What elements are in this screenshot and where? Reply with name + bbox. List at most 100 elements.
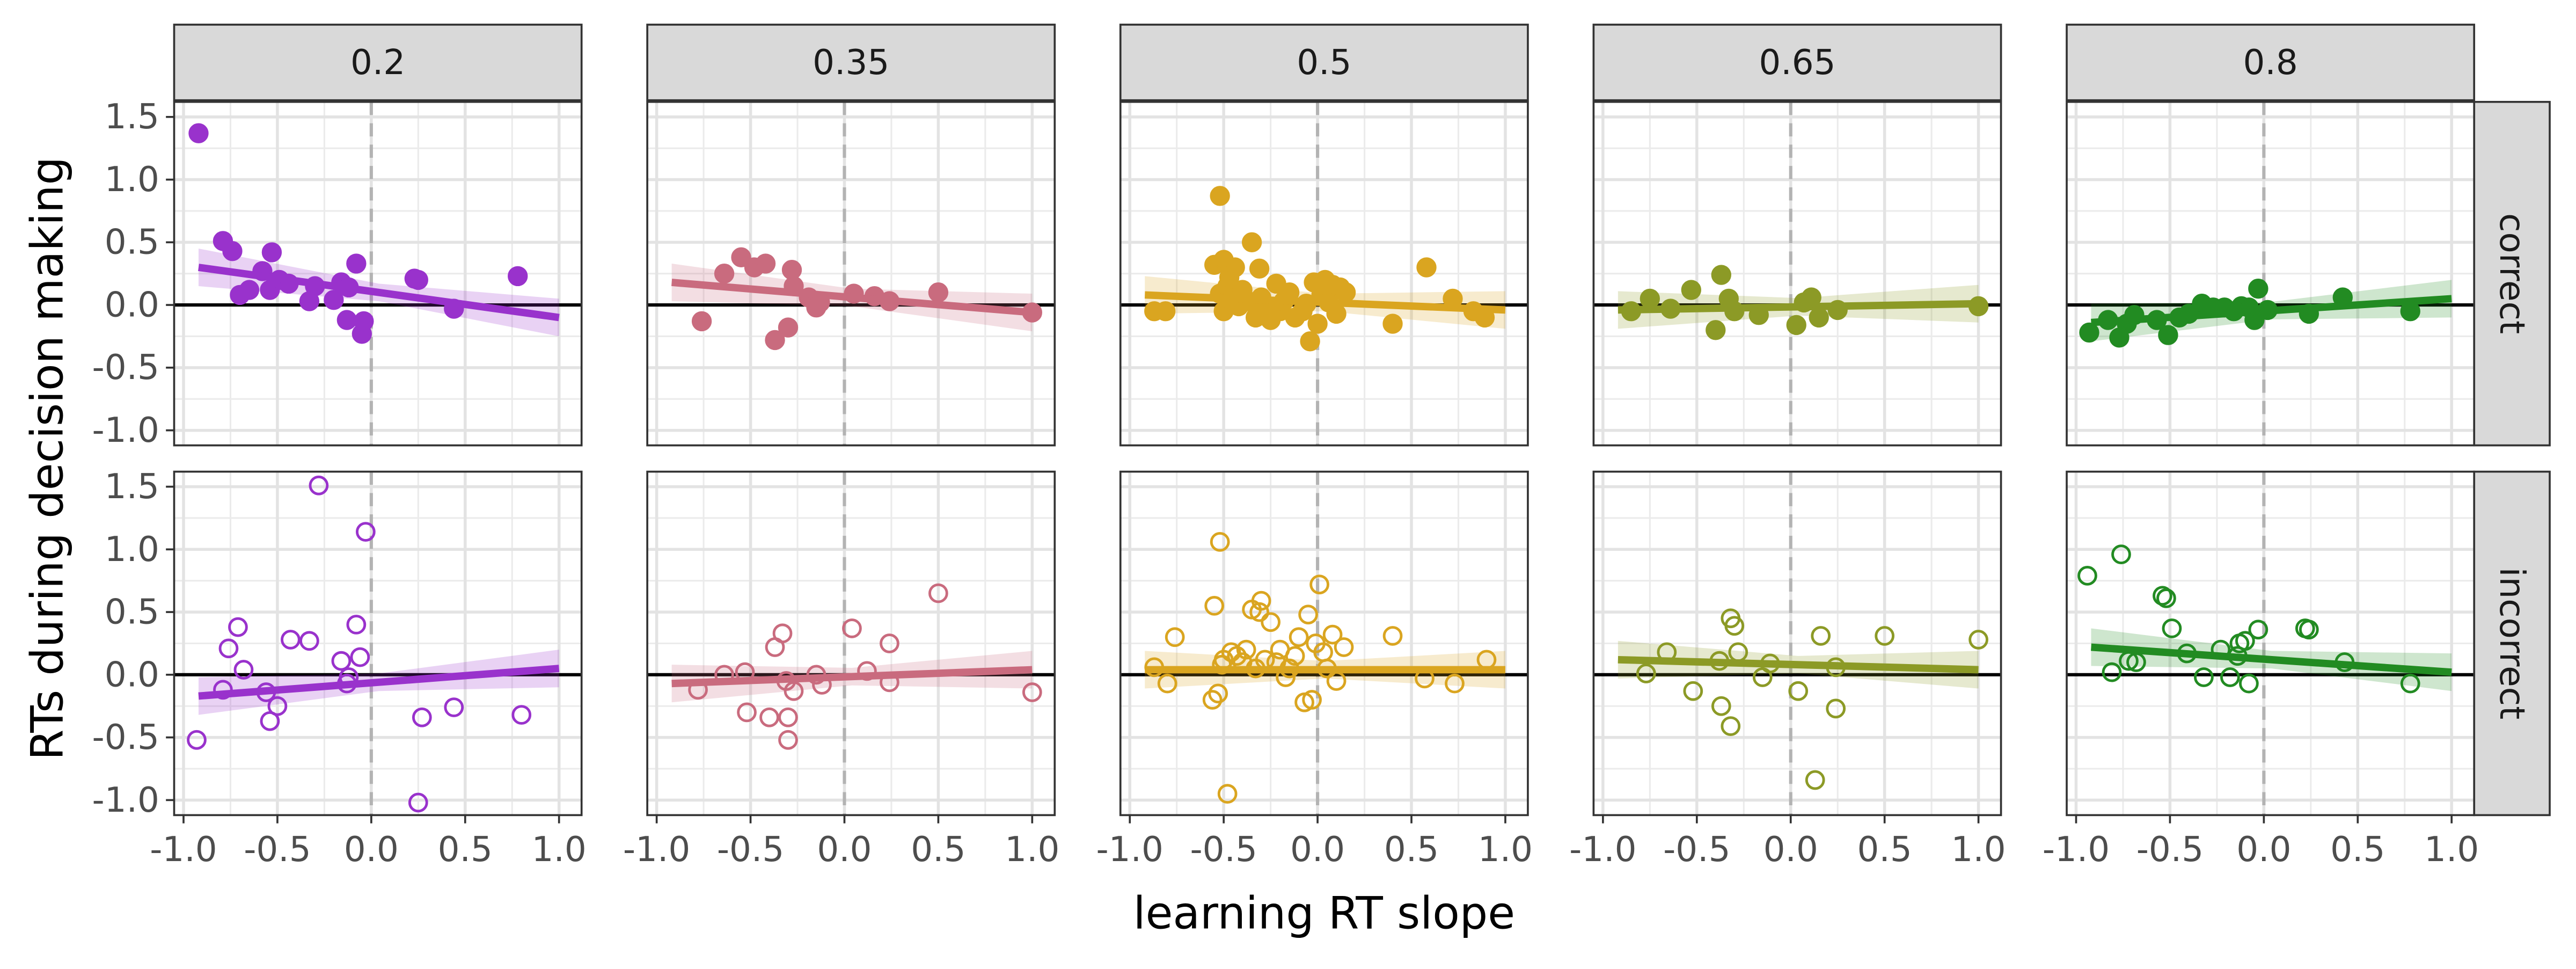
data-point — [412, 707, 432, 727]
facet-strip-label: 0.8 — [2243, 42, 2298, 83]
x-tick-label: 0.5 — [2330, 829, 2385, 870]
data-point — [928, 583, 948, 603]
data-point — [1309, 574, 1329, 595]
data-point — [1249, 602, 1270, 622]
data-point — [267, 696, 288, 716]
fit-line — [671, 666, 1033, 688]
data-point — [444, 697, 464, 717]
panel-border — [2066, 470, 2476, 817]
data-point — [778, 317, 799, 338]
panel-content — [1593, 471, 2001, 815]
data-point — [1636, 664, 1656, 683]
facet-row-strip-correct: correct — [2473, 100, 2551, 447]
data-point — [2153, 586, 2172, 606]
x-tick-label: 1.0 — [1478, 829, 1533, 870]
x-tick-label: 0.5 — [438, 829, 493, 870]
data-point — [1241, 232, 1262, 252]
x-axis-title: learning RT slope — [1133, 888, 1515, 939]
facet-strip-label: 0.2 — [350, 42, 405, 83]
fit-line — [198, 665, 560, 700]
panel-content — [2067, 101, 2475, 446]
panel-grid — [1593, 101, 2001, 446]
data-point — [1711, 696, 1731, 716]
data-point — [1261, 612, 1281, 632]
panel-border — [2066, 100, 2476, 447]
facet-strip-box — [1119, 24, 1529, 101]
data-point — [2400, 673, 2420, 694]
data-point — [2299, 620, 2319, 640]
data-point — [2077, 566, 2097, 586]
data-point — [1022, 682, 1042, 702]
panel-0.2-incorrect: -1.0 -0.5 0.0 0.5 1.0 -1.0 -0.5 0.0 0.5 1.0 1.5 — [92, 467, 587, 870]
data-point — [2102, 662, 2122, 682]
data-point — [2158, 325, 2178, 345]
data-point — [1875, 626, 1895, 646]
facet-strip-box — [1592, 24, 2002, 101]
data-point — [1826, 698, 1846, 719]
panel-border — [173, 100, 583, 447]
data-point — [1289, 627, 1309, 647]
fit-line — [198, 264, 560, 322]
panel-border — [1119, 100, 1529, 447]
panel-content — [1120, 101, 1528, 446]
data-point — [1382, 314, 1403, 334]
x-tick-label: -0.5 — [1663, 829, 1730, 870]
data-point — [260, 711, 280, 731]
data-point — [1202, 690, 1223, 710]
data-point — [309, 475, 329, 496]
data-point — [1805, 770, 1825, 790]
panel-grid — [174, 471, 582, 815]
data-point — [1326, 303, 1346, 324]
data-point — [778, 707, 798, 727]
data-point — [2248, 279, 2268, 299]
data-point — [772, 623, 793, 644]
data-point — [355, 522, 376, 542]
data-point — [233, 660, 254, 680]
y-tick-label: -0.5 — [92, 717, 159, 757]
data-point — [842, 618, 862, 638]
y-axis-title: RTs during decision making — [21, 157, 73, 760]
x-tick-label: -1.0 — [150, 829, 217, 870]
data-point — [2220, 667, 2240, 687]
panel-content — [2067, 471, 2475, 815]
data-point — [1640, 288, 1660, 309]
panel-grid — [1120, 471, 1528, 815]
data-point — [1724, 616, 1745, 636]
data-point — [1210, 186, 1230, 206]
x-tick-label: 1.0 — [2424, 829, 2479, 870]
data-point — [1335, 282, 1356, 303]
panel-content — [174, 101, 582, 446]
x-tick-label: 0.5 — [1384, 829, 1439, 870]
data-point — [1307, 314, 1328, 334]
data-point — [1809, 307, 1829, 328]
x-tick-label: 1.0 — [1005, 829, 1059, 870]
data-point — [1382, 626, 1403, 646]
panel-content — [647, 101, 1055, 446]
y-tick-label: 1.0 — [105, 529, 159, 570]
facet-strip-label: 0.35 — [813, 42, 889, 83]
data-point — [778, 730, 798, 750]
data-point — [714, 264, 735, 284]
data-point — [239, 280, 260, 300]
facet-strip-box — [173, 24, 583, 101]
data-point — [755, 253, 776, 274]
x-tick-label: 0.5 — [1857, 829, 1912, 870]
data-point — [2194, 667, 2214, 687]
data-point — [511, 705, 532, 725]
data-point — [2162, 618, 2182, 638]
data-point — [331, 651, 352, 671]
panel-border — [646, 100, 1056, 447]
facet-strip-0.5: 0.5 — [1119, 24, 1529, 101]
y-tick-label: 0.5 — [105, 592, 159, 632]
x-tick-label: -1.0 — [1569, 829, 1636, 870]
y-tick-label: -1.0 — [92, 410, 159, 450]
chart-canvas: 0.2 0.35 0.5 0.65 0.8 correct incorrect -1.0 -0.… — [21, 24, 2551, 939]
data-point — [218, 638, 239, 659]
panel-content — [1593, 101, 2001, 446]
data-point — [1165, 627, 1185, 647]
facet-row-strip-incorrect: incorrect — [2473, 470, 2551, 817]
data-point — [2248, 620, 2268, 640]
facet-strip-label: 0.65 — [1759, 42, 1835, 83]
data-point — [2156, 588, 2176, 608]
